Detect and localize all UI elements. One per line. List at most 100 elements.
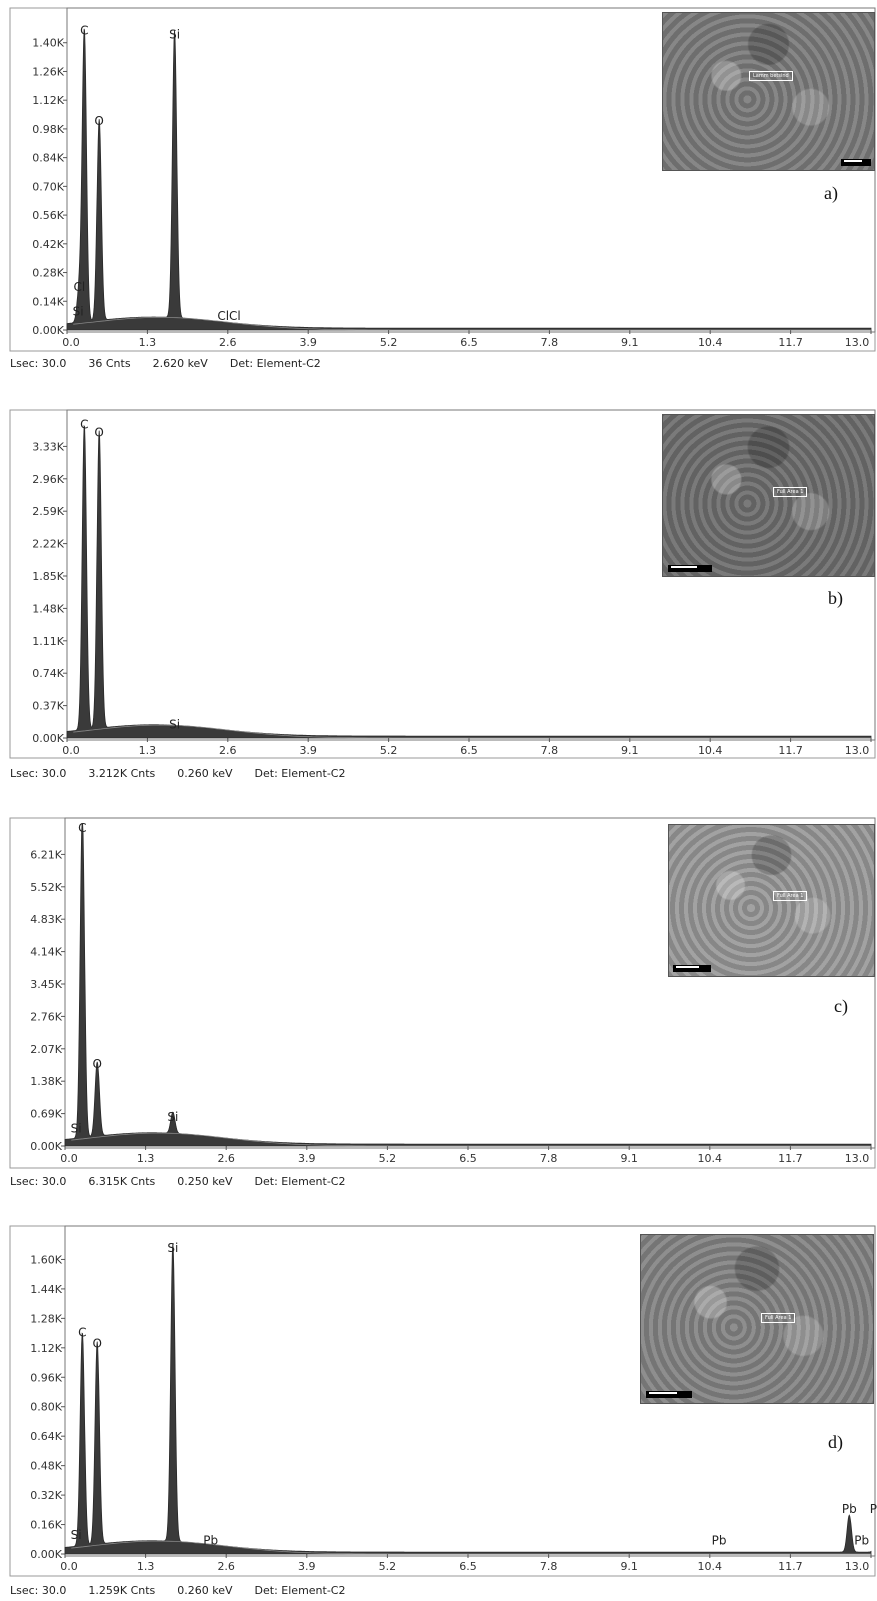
x-tick-label: 0.0 [60, 1560, 78, 1573]
y-tick-label: 0.14K [32, 295, 64, 308]
y-tick-label: 1.44K [30, 1283, 62, 1296]
eds-panel-c: 0.00K 0.69K 1.38K 2.07K 2.76K 3.45K 4.14K 4.83K… [0, 812, 877, 1192]
background-fit-curve [71, 1132, 871, 1147]
peak-label: Si [71, 1528, 82, 1542]
x-tick-label: 10.4 [698, 336, 723, 349]
x-tick-label: 7.8 [540, 1152, 558, 1165]
x-tick-label: 1.3 [139, 336, 157, 349]
status-lsec: Lsec: 30.0 [10, 1175, 67, 1188]
status-detector: Det: Element-C2 [254, 1584, 346, 1597]
y-tick-label: 0.00K [32, 324, 64, 337]
x-tick-label: 7.8 [540, 1560, 558, 1573]
y-tick-label: 1.85K [32, 570, 64, 583]
inset-area-tag: Full Area 1 [761, 1313, 796, 1323]
x-tick-label: 3.9 [298, 1152, 316, 1165]
panel-label-b: b) [828, 588, 843, 608]
y-tick-label: 1.12K [30, 1342, 62, 1355]
x-tick-label: 10.4 [698, 744, 723, 757]
x-tick-label: 7.8 [541, 336, 559, 349]
status-counts: 36 Cnts [88, 357, 131, 370]
y-tick-label: 2.96K [32, 473, 64, 486]
x-tick-label: 13.0 [845, 1152, 870, 1165]
x-tick-label: 6.5 [459, 1560, 477, 1573]
peak-label: ClCl [217, 309, 240, 323]
x-tick-label: 13.0 [845, 744, 870, 757]
y-tick-label: 0.84K [32, 152, 64, 165]
y-tick-label: 0.98K [32, 123, 64, 136]
x-tick-label: 3.9 [298, 1560, 316, 1573]
x-tick-label: 2.6 [219, 336, 237, 349]
panel-label-a: a) [824, 183, 838, 203]
y-tick-label: 6.21K [30, 848, 62, 861]
x-tick-label: 1.3 [137, 1560, 155, 1573]
y-tick-label: 1.40K [32, 37, 64, 50]
inset-scale-bar [646, 1391, 692, 1398]
x-tick-label: 9.1 [620, 1152, 638, 1165]
x-tick-label: 0.0 [60, 1152, 78, 1165]
plot-area [64, 817, 876, 1149]
y-tick-label: 0.64K [30, 1430, 62, 1443]
peak-label: Pb [870, 1502, 877, 1516]
peak-label: Si [169, 718, 180, 732]
x-tick-label: 11.7 [778, 336, 803, 349]
peak-label: Pb [712, 1533, 727, 1547]
x-tick-label: 9.1 [620, 1560, 638, 1573]
x-tick-label: 6.5 [460, 744, 478, 757]
plot-area [66, 409, 876, 741]
eds-spectrum-c: 0.00K 0.69K 1.38K 2.07K 2.76K 3.45K 4.14K 4.83K… [9, 817, 876, 1169]
peak-label: O [93, 1057, 102, 1071]
background-fit-curve [73, 724, 871, 739]
y-tick-label: 0.74K [32, 667, 64, 680]
x-tick-label: 1.3 [139, 744, 157, 757]
status-bar-b: Lsec: 30.0 3.212K Cnts 0.260 keV Det: Eleme… [10, 767, 368, 780]
inset-scale-bar [841, 159, 871, 166]
peak-label: Si [71, 1122, 82, 1136]
y-tick-label: 1.26K [32, 65, 64, 78]
x-tick-label: 10.4 [698, 1560, 723, 1573]
y-tick-label: 2.76K [30, 1010, 62, 1023]
inset-scale-bar [668, 565, 712, 572]
peak-label: C [80, 24, 88, 38]
sem-inset-image-d: Full Area 1 [640, 1234, 874, 1404]
y-tick-label: 0.42K [32, 238, 64, 251]
status-lsec: Lsec: 30.0 [10, 357, 67, 370]
x-tick-label: 11.7 [778, 1152, 803, 1165]
y-tick-label: 2.22K [32, 538, 64, 551]
status-kev: 0.260 keV [177, 767, 233, 780]
y-tick-label: 3.33K [32, 440, 64, 453]
peak-label: C [78, 821, 86, 835]
status-counts: 6.315K Cnts [88, 1175, 156, 1188]
peak-label: C [80, 418, 88, 432]
inset-area-tag: Full Area 1 [773, 487, 808, 497]
eds-panel-a: 0.00K 0.14K 0.28K 0.42K 0.56K 0.70K 0.84K 0.98K… [0, 0, 877, 380]
status-detector: Det: Element-C2 [229, 357, 321, 370]
peak-label: O [94, 426, 103, 440]
y-tick-label: 0.00K [32, 732, 64, 745]
status-bar-d: Lsec: 30.0 1.259K Cnts 0.260 keV Det: Eleme… [10, 1584, 368, 1597]
peak-label: Si [167, 1241, 178, 1255]
x-tick-label: 2.6 [217, 1152, 235, 1165]
y-tick-label: 2.59K [32, 505, 64, 518]
x-tick-label: 9.1 [621, 744, 639, 757]
panel-label-c: c) [834, 996, 848, 1016]
eds-panel-b: 0.00K 0.37K 0.74K 1.11K 1.48K 1.85K 2.22K 2.59K… [0, 404, 877, 784]
y-tick-label: 0.96K [30, 1371, 62, 1384]
peak-label: Cl [74, 280, 86, 294]
status-kev: 0.260 keV [177, 1584, 233, 1597]
x-tick-label: 5.2 [380, 336, 398, 349]
eds-panel-d: 0.00K 0.16K 0.32K 0.48K 0.64K 0.80K 0.96K 1.12K… [0, 1220, 877, 1601]
y-tick-label: 5.52K [30, 881, 62, 894]
x-tick-label: 11.7 [778, 744, 803, 757]
status-bar-c: Lsec: 30.0 6.315K Cnts 0.250 keV Det: Eleme… [10, 1175, 368, 1188]
peak-label: Si [73, 305, 84, 319]
status-kev: 2.620 keV [152, 357, 208, 370]
y-tick-label: 4.14K [30, 946, 62, 959]
x-tick-label: 5.2 [379, 1560, 397, 1573]
sem-inset-image-c: Full Area 1 [668, 824, 875, 977]
y-tick-label: 4.83K [30, 913, 62, 926]
x-tick-label: 5.2 [379, 1152, 397, 1165]
x-tick-label: 0.0 [62, 336, 80, 349]
x-tick-label: 11.7 [778, 1560, 803, 1573]
x-tick-label: 13.0 [845, 336, 870, 349]
y-tick-label: 3.45K [30, 978, 62, 991]
